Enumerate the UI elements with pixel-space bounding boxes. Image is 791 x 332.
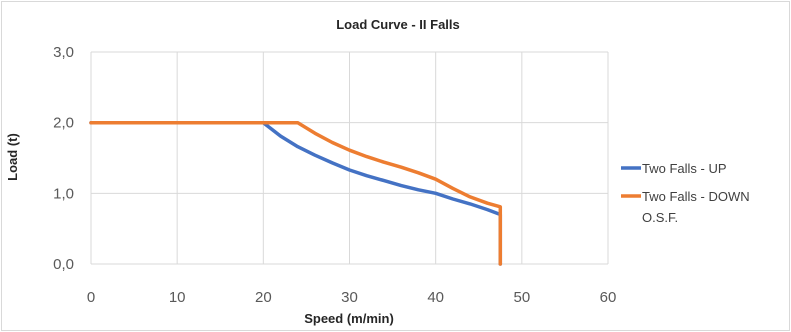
y-tick-label: 2,0	[53, 115, 74, 132]
x-tick-label: 30	[341, 289, 358, 306]
legend: Two Falls - UP Two Falls - DOWN O.S.F.	[621, 161, 750, 225]
legend-label-1: Two Falls - DOWN	[642, 189, 750, 204]
x-tick-label: 0	[87, 289, 95, 306]
y-axis-label: Load (t)	[5, 133, 20, 181]
x-tick-label: 40	[427, 289, 444, 306]
chart-title: Load Curve - II Falls	[336, 17, 460, 32]
gridlines	[90, 51, 609, 265]
series-lines	[89, 120, 503, 266]
series-line-1	[89, 120, 503, 266]
x-tick-label: 50	[513, 289, 530, 306]
legend-label-1: O.S.F.	[642, 210, 678, 225]
y-tick-label: 3,0	[53, 44, 74, 61]
legend-label-0: Two Falls - UP	[642, 161, 727, 176]
x-tick-label: 60	[600, 289, 617, 306]
x-axis-label: Speed (m/min)	[304, 311, 394, 326]
series-line-0	[89, 120, 503, 266]
x-tick-label: 10	[169, 289, 186, 306]
x-tick-label: 20	[255, 289, 272, 306]
tick-labels: 0 10 20 30 40 50 60 0,0 1,0 2,0 3,0	[53, 44, 616, 306]
y-tick-label: 1,0	[53, 185, 74, 202]
y-tick-label: 0,0	[53, 256, 74, 273]
